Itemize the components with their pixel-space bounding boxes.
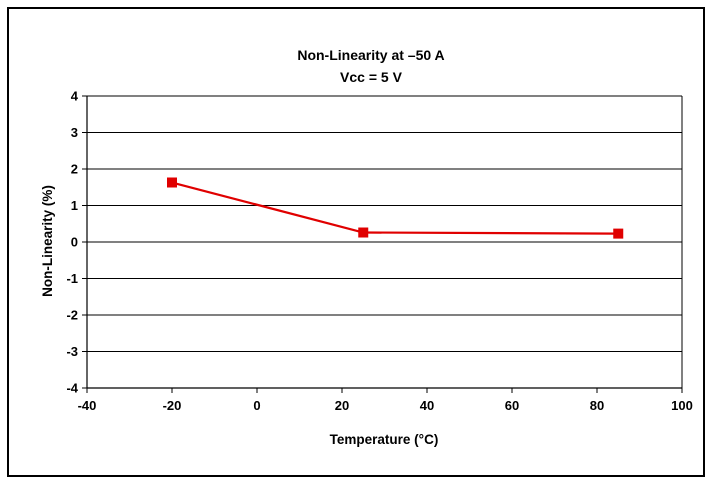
x-tick-labels: -40 -20 0 20 40 60 80 100 — [78, 398, 693, 413]
y-tick-label: -3 — [66, 344, 78, 359]
x-tick-label: -40 — [78, 398, 97, 413]
x-tick-label: 100 — [671, 398, 693, 413]
y-axis-label: Non-Linearity (%) — [40, 185, 55, 297]
series — [167, 177, 624, 239]
x-axis-label: Temperature (°C) — [330, 432, 439, 447]
x-tick-label: 60 — [505, 398, 519, 413]
x-tick-label: 20 — [335, 398, 349, 413]
data-point-marker — [613, 228, 624, 239]
y-tick-label: -2 — [66, 308, 78, 323]
x-tick-label: 0 — [253, 398, 260, 413]
gridlines — [87, 95, 682, 389]
chart-subtitle: Vcc = 5 V — [340, 69, 403, 85]
y-tick-labels: 4 3 2 1 0 -1 -2 -3 -4 — [66, 89, 78, 396]
data-point-marker — [167, 177, 177, 188]
y-tick-label: 0 — [71, 235, 78, 250]
data-point-marker — [358, 227, 369, 238]
y-tick-label: -1 — [66, 271, 78, 286]
axes — [82, 95, 683, 393]
y-tick-label: 2 — [71, 162, 78, 177]
y-tick-label: -4 — [66, 381, 78, 396]
y-tick-label: 3 — [71, 125, 78, 140]
x-tick-label: 80 — [590, 398, 604, 413]
x-tick-label: 40 — [420, 398, 434, 413]
y-tick-label: 1 — [71, 198, 78, 213]
series-line — [171, 181, 619, 235]
y-tick-label: 4 — [71, 89, 79, 104]
chart-title: Non-Linearity at –50 A — [297, 47, 444, 63]
x-tick-label: -20 — [163, 398, 182, 413]
